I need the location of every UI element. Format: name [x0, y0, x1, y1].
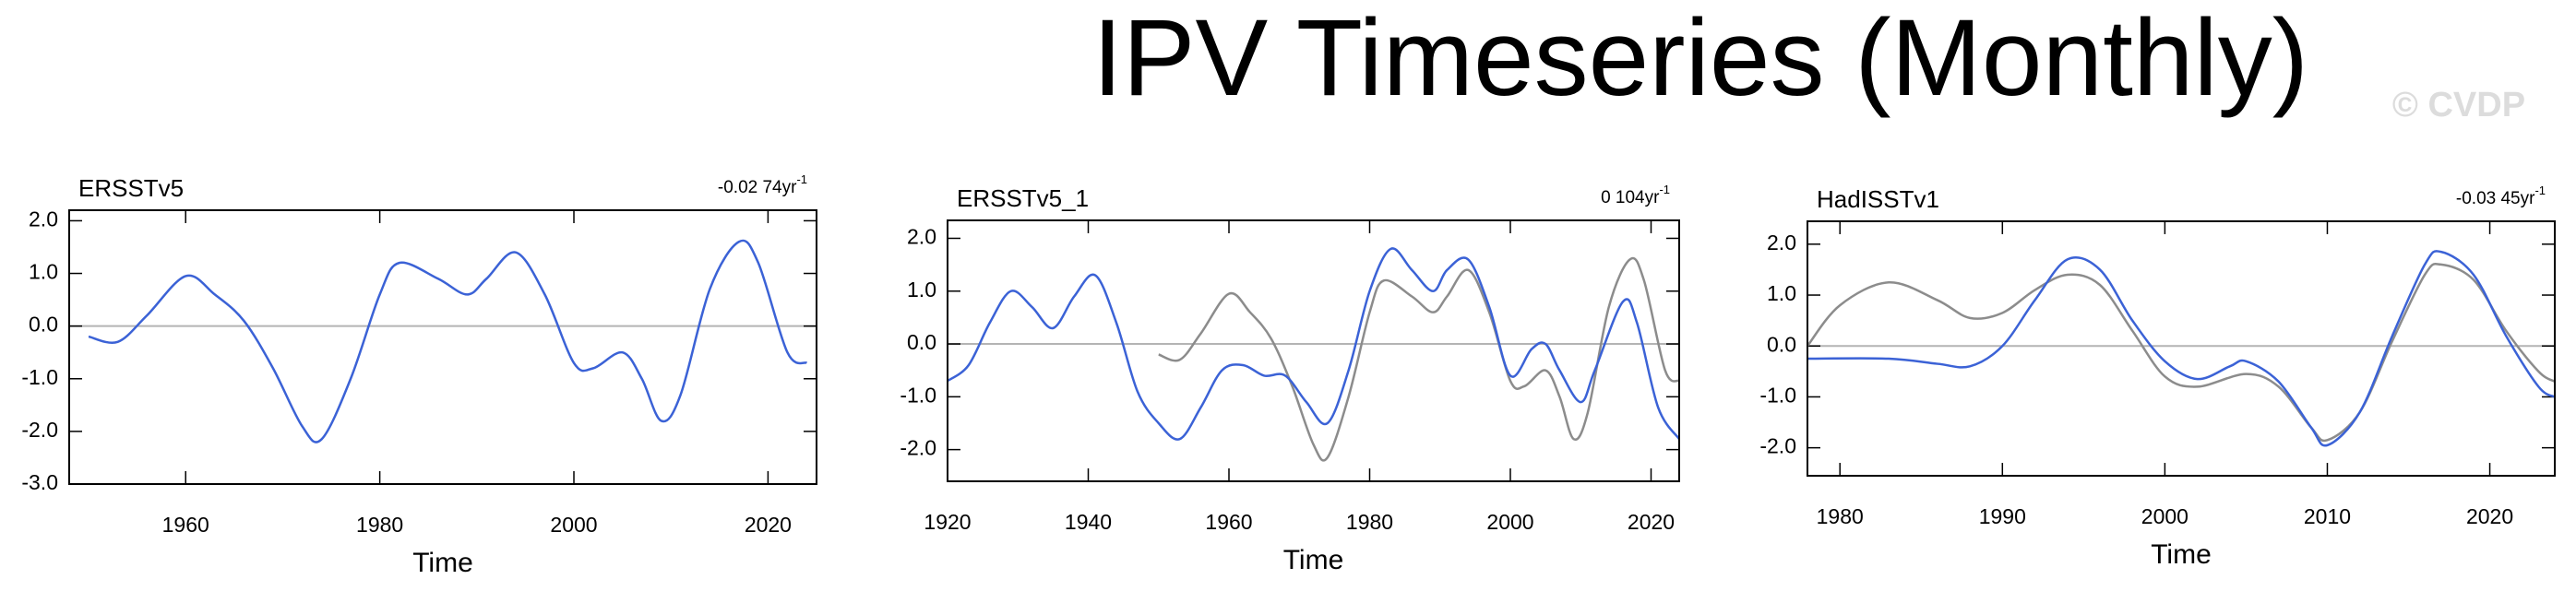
series-line [1807, 250, 2556, 447]
y-tick-label: 0.0 [1767, 332, 1796, 356]
y-tick-label: 2.0 [1767, 231, 1796, 254]
x-tick-label: 1960 [162, 513, 209, 537]
y-tick-label: -1.0 [1759, 384, 1796, 408]
x-tick-label: 1920 [924, 510, 971, 534]
y-tick-label: 2.0 [29, 207, 58, 231]
x-tick-label: 2020 [1628, 510, 1675, 534]
trend-exponent: -1 [2534, 183, 2546, 197]
y-tick-label: 2.0 [907, 225, 936, 249]
page-title: IPV Timeseries (Monthly) [1092, 0, 2308, 119]
x-axis-label: Time [412, 548, 473, 578]
y-tick-label: -2.0 [900, 436, 936, 460]
x-tick-label: 1980 [356, 513, 403, 537]
y-tick-label: 1.0 [1767, 281, 1796, 305]
y-tick-label: -1.0 [900, 383, 936, 407]
x-tick-label: 2000 [550, 513, 597, 537]
plot-frame [68, 209, 817, 485]
trend-exponent: -1 [1659, 183, 1670, 196]
plot-frame [1807, 220, 2556, 477]
trend: -0.03 45yr [2456, 189, 2535, 208]
trend-exponent: -1 [796, 172, 807, 186]
panel-title: ERSSTv5_1 [957, 184, 1089, 212]
trend: -0.02 74yr [718, 178, 797, 197]
x-tick-label: 1940 [1065, 510, 1112, 534]
plot-frame [947, 219, 1680, 482]
y-tick-label: -1.0 [21, 365, 58, 389]
y-tick-label: 0.0 [907, 330, 936, 354]
x-tick-label: 1960 [1205, 510, 1252, 534]
y-tick-label: 1.0 [29, 260, 58, 284]
x-tick-label: 2000 [2141, 504, 2188, 528]
trend-label: 0 104yr-1 [1601, 183, 1670, 207]
x-tick-label: 1980 [1817, 504, 1864, 528]
y-tick-label: -2.0 [21, 418, 58, 442]
x-tick-label: 2020 [2466, 504, 2513, 528]
x-axis-label: Time [1283, 545, 1344, 575]
series-line [947, 247, 1681, 441]
trend-label: -0.03 45yr-1 [2456, 183, 2546, 208]
y-tick-label: -3.0 [21, 470, 58, 494]
y-tick-label: 0.0 [29, 313, 58, 337]
y-tick-label: 1.0 [907, 278, 936, 302]
series-line [88, 239, 808, 443]
watermark: © CVDP [2392, 86, 2525, 124]
y-tick-label: -2.0 [1759, 434, 1796, 458]
x-axis-label: Time [2151, 539, 2212, 570]
series-line [1807, 263, 2556, 443]
x-tick-label: 2020 [745, 513, 792, 537]
panel-title: HadISSTv1 [1817, 185, 1939, 213]
panel-title: ERSSTv5 [78, 174, 184, 202]
x-tick-label: 1980 [1346, 510, 1393, 534]
x-tick-label: 2000 [1486, 510, 1533, 534]
trend: 0 104yr [1601, 188, 1660, 207]
x-tick-label: 1990 [1979, 504, 2026, 528]
x-tick-label: 2010 [2304, 504, 2351, 528]
series-line [1158, 256, 1680, 462]
trend-label: -0.02 74yr-1 [718, 172, 807, 197]
